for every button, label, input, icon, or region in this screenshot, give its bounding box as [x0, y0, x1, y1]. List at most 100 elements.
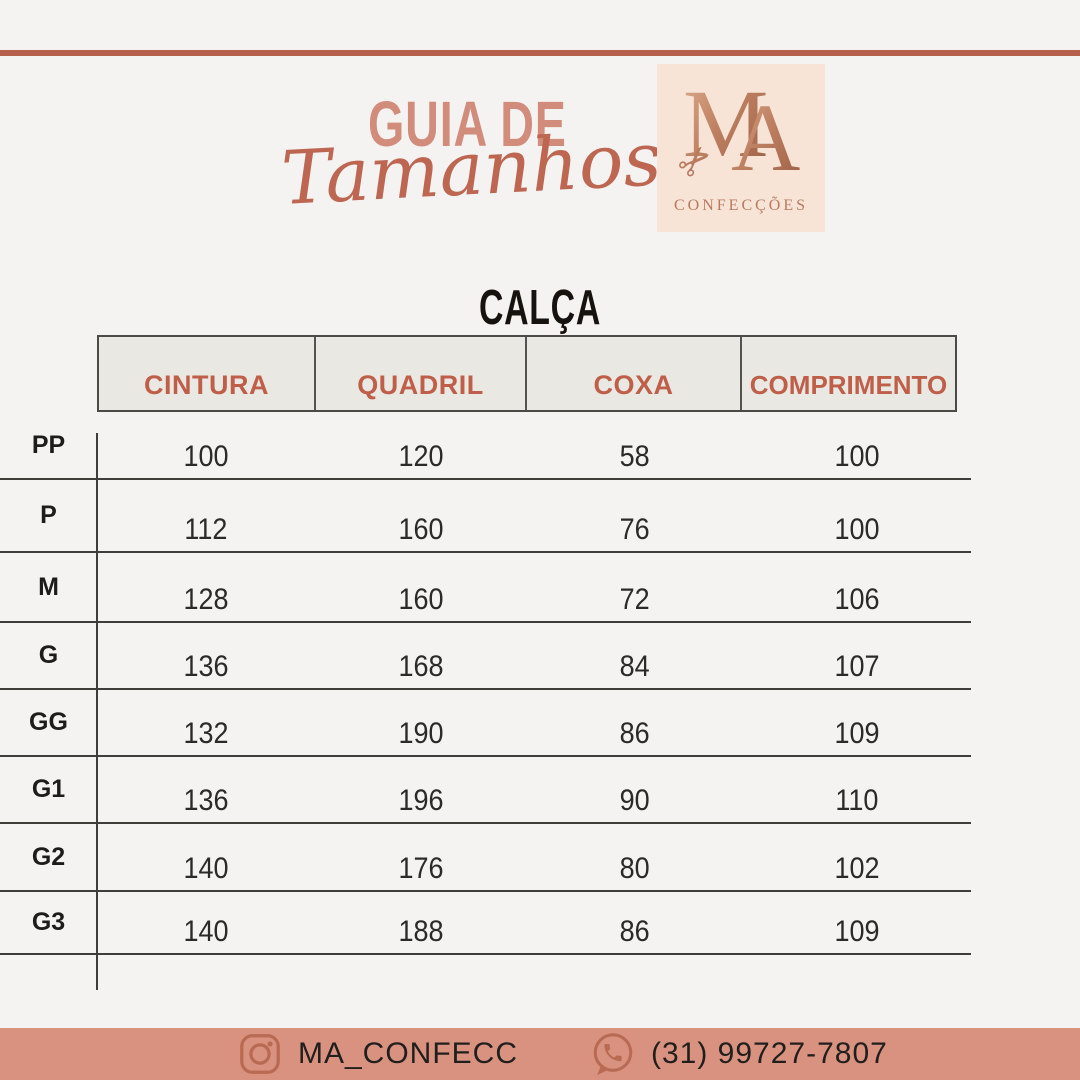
measurement-value: 100 — [834, 440, 880, 473]
measurement-value: 84 — [619, 650, 651, 683]
measurement-cell: 120 — [315, 413, 527, 478]
measurement-value: 80 — [619, 852, 651, 885]
measurement-cell: 140 — [97, 824, 315, 890]
phone-contact: (31) 99727-7807 — [590, 1028, 888, 1080]
measurement-cell: 102 — [743, 824, 971, 890]
measurement-cell: 188 — [315, 892, 527, 953]
instagram-handle: MA_CONFECC — [298, 1037, 519, 1070]
measurement-cell: 80 — [527, 824, 743, 890]
measurement-cell: 90 — [527, 757, 743, 822]
table-row-g1: G1 136 196 90 110 — [0, 757, 971, 824]
measurement-value: 109 — [834, 717, 880, 750]
measurement-value: 86 — [619, 915, 651, 948]
logo-subtitle: CONFECÇÕES — [673, 197, 809, 214]
measurement-cell: 86 — [527, 690, 743, 755]
measurement-value: 90 — [619, 784, 651, 817]
size-label: G1 — [31, 775, 66, 803]
table-row-p: P 112 160 76 100 — [0, 480, 971, 553]
brand-logo: M A ✂ CONFECÇÕES — [657, 64, 825, 232]
measurement-value: 112 — [184, 513, 228, 546]
size-label: G — [38, 641, 59, 669]
measurement-cell: 196 — [315, 757, 527, 822]
measurement-value: 107 — [834, 650, 880, 683]
measurement-value: 160 — [398, 583, 444, 616]
column-header-comprimento: COMPRIMENTO — [749, 370, 948, 400]
measurement-value: 132 — [183, 717, 229, 750]
measurement-cell: 160 — [315, 553, 527, 621]
measurement-value: 140 — [183, 852, 229, 885]
measurement-cell: 110 — [743, 757, 971, 822]
measurement-value: 58 — [619, 440, 651, 473]
measurement-cell: 190 — [315, 690, 527, 755]
measurement-value: 136 — [183, 650, 229, 683]
measurement-value: 128 — [183, 583, 229, 616]
measurement-value: 140 — [183, 915, 229, 948]
measurement-cell: 112 — [97, 480, 315, 551]
table-vertical-rule — [96, 433, 98, 990]
table-row-m: M 128 160 72 106 — [0, 553, 971, 623]
measurement-cell: 140 — [97, 892, 315, 953]
measurement-cell: 106 — [743, 553, 971, 621]
measurement-cell: 132 — [97, 690, 315, 755]
instagram-icon — [240, 1034, 280, 1074]
column-header-coxa: COXA — [527, 337, 742, 410]
table-row-g2: G2 140 176 80 102 — [0, 824, 971, 892]
phone-icon — [593, 1033, 633, 1076]
table-row-g3: G3 140 188 86 109 — [0, 892, 971, 955]
measurement-value: 196 — [398, 784, 444, 817]
measurement-value: 176 — [398, 852, 444, 885]
table-title: CALÇA — [478, 279, 602, 335]
size-table-header: CINTURA QUADRIL COXA COMPRIMENTO — [97, 335, 957, 412]
size-label: M — [38, 572, 59, 601]
logo-monogram-a: A — [731, 84, 801, 191]
page-title: GUIA DE Tamanhos — [279, 84, 664, 244]
table-row-g: G 136 168 84 107 — [0, 623, 971, 690]
measurement-value: 106 — [834, 583, 880, 616]
measurement-value: 188 — [398, 915, 444, 948]
size-label: G3 — [31, 908, 66, 936]
measurement-cell: 76 — [527, 480, 743, 551]
measurement-value: 76 — [619, 513, 651, 546]
measurement-cell: 84 — [527, 623, 743, 688]
logo-monogram-m: M — [683, 70, 769, 177]
measurement-cell: 128 — [97, 553, 315, 621]
measurement-value: 102 — [834, 852, 880, 885]
size-label: GG — [29, 708, 68, 736]
page-title-line1: GUIA DE — [368, 89, 567, 161]
footer-bar: MA_CONFECC (31) 99727-7807 — [0, 1028, 1080, 1080]
column-header-quadril: QUADRIL — [316, 337, 527, 410]
measurement-value: 168 — [398, 650, 444, 683]
table-row-pp: PP 100 120 58 100 — [0, 413, 971, 480]
measurement-cell: 176 — [315, 824, 527, 890]
measurement-cell: 136 — [97, 757, 315, 822]
measurement-cell: 72 — [527, 553, 743, 621]
size-label: P — [40, 501, 57, 529]
measurement-cell: 100 — [97, 413, 315, 478]
table-row-gg: GG 132 190 86 109 — [0, 690, 971, 757]
measurement-value: 110 — [835, 784, 879, 817]
size-label: G2 — [31, 842, 66, 871]
measurement-value: 120 — [398, 440, 444, 473]
measurement-cell: 136 — [97, 623, 315, 688]
measurement-cell: 100 — [743, 480, 971, 551]
measurement-value: 100 — [183, 440, 229, 473]
phone-number: (31) 99727-7807 — [651, 1037, 888, 1070]
measurement-value: 72 — [619, 583, 651, 616]
size-table-body: PP 100 120 58 100 P 112 160 76 100 M 128 160 72 106 G 13… — [0, 413, 971, 990]
measurement-value: 100 — [834, 513, 880, 546]
measurement-value: 109 — [834, 915, 880, 948]
measurement-cell: 86 — [527, 892, 743, 953]
measurement-value: 160 — [398, 513, 444, 546]
page-title-line2: Tamanhos — [279, 116, 664, 222]
size-label: PP — [31, 431, 66, 459]
measurement-value: 190 — [398, 717, 444, 750]
instagram-contact: MA_CONFECC — [237, 1028, 518, 1080]
measurement-value: 86 — [619, 717, 651, 750]
measurement-cell: 109 — [743, 690, 971, 755]
measurement-value: 136 — [183, 784, 229, 817]
measurement-cell: 168 — [315, 623, 527, 688]
measurement-cell: 100 — [743, 413, 971, 478]
measurement-cell: 160 — [315, 480, 527, 551]
measurement-cell: 107 — [743, 623, 971, 688]
